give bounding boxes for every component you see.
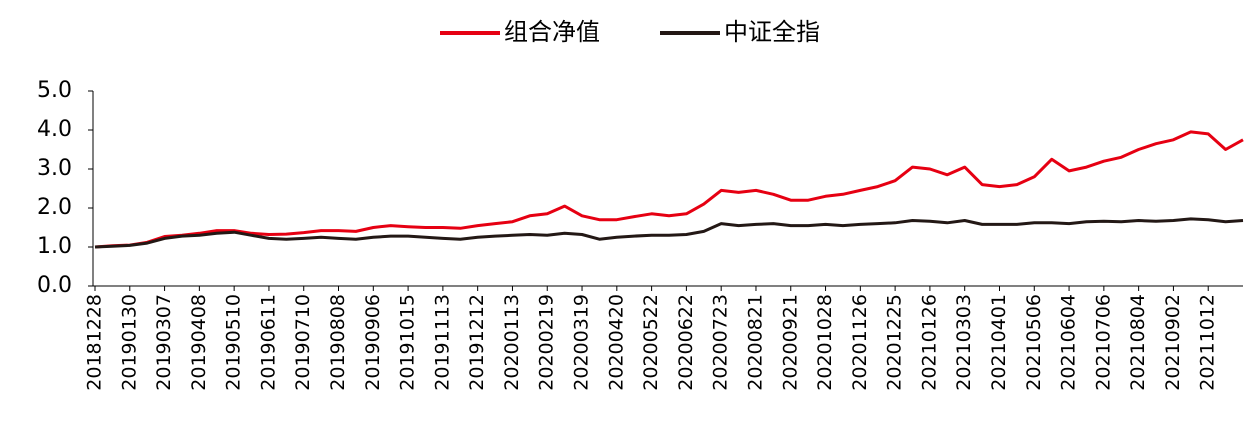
x-tick-label: 20200921 [779, 294, 801, 391]
x-tick-label: 20200622 [675, 294, 697, 391]
x-tick-label: 20201126 [849, 294, 871, 391]
x-tick-label: 20191113 [431, 294, 453, 391]
series-line [94, 217, 1244, 249]
x-tick-label: 20190408 [188, 294, 210, 391]
x-tick-label: 20210303 [953, 294, 975, 391]
y-tick-label: 3.0 [37, 156, 72, 181]
x-tick-label: 20210401 [988, 294, 1010, 391]
x-tick-label: 20200723 [710, 294, 732, 391]
x-tick-label: 20190130 [118, 294, 140, 391]
y-tick-label: 2.0 [37, 195, 72, 220]
x-tick-label: 20201225 [884, 294, 906, 391]
x-tick-label: 20190611 [257, 294, 279, 391]
x-tick-label: 20210706 [1092, 294, 1114, 391]
x-tick-label: 20190510 [223, 294, 245, 391]
x-tick-label: 20200821 [744, 294, 766, 391]
x-tick-label: 20210902 [1162, 294, 1184, 391]
x-tick-label: 20181228 [84, 294, 106, 391]
x-tick-label: 20211012 [1197, 294, 1219, 391]
x-tick-label: 20210126 [918, 294, 940, 391]
x-tick-label: 20200522 [640, 294, 662, 391]
y-tick-label: 5.0 [37, 78, 72, 103]
x-tick-label: 20200113 [501, 294, 523, 391]
x-tick-label: 20190307 [153, 294, 175, 391]
x-tick-label: 20200420 [605, 294, 627, 391]
x-tick-label: 20190710 [292, 294, 314, 391]
x-tick-label: 20191212 [466, 294, 488, 391]
x-tick-label: 20201028 [814, 294, 836, 391]
legend-label: 组合净值 [504, 18, 600, 46]
x-tick-label: 20200219 [536, 294, 558, 391]
x-tick-label: 20200319 [571, 294, 593, 391]
x-tick-label: 20191015 [397, 294, 419, 391]
legend-label: 中证全指 [724, 18, 820, 46]
x-tick-label: 20210804 [1127, 294, 1149, 391]
series-line [94, 130, 1244, 249]
x-tick-label: 20210604 [1058, 294, 1080, 391]
y-tick-label: 0.0 [37, 273, 72, 298]
x-tick-label: 20210506 [1023, 294, 1045, 391]
y-tick-label: 1.0 [37, 234, 72, 259]
x-tick-label: 20190906 [362, 294, 384, 391]
x-tick-label: 20190808 [327, 294, 349, 391]
y-tick-label: 4.0 [37, 117, 72, 142]
